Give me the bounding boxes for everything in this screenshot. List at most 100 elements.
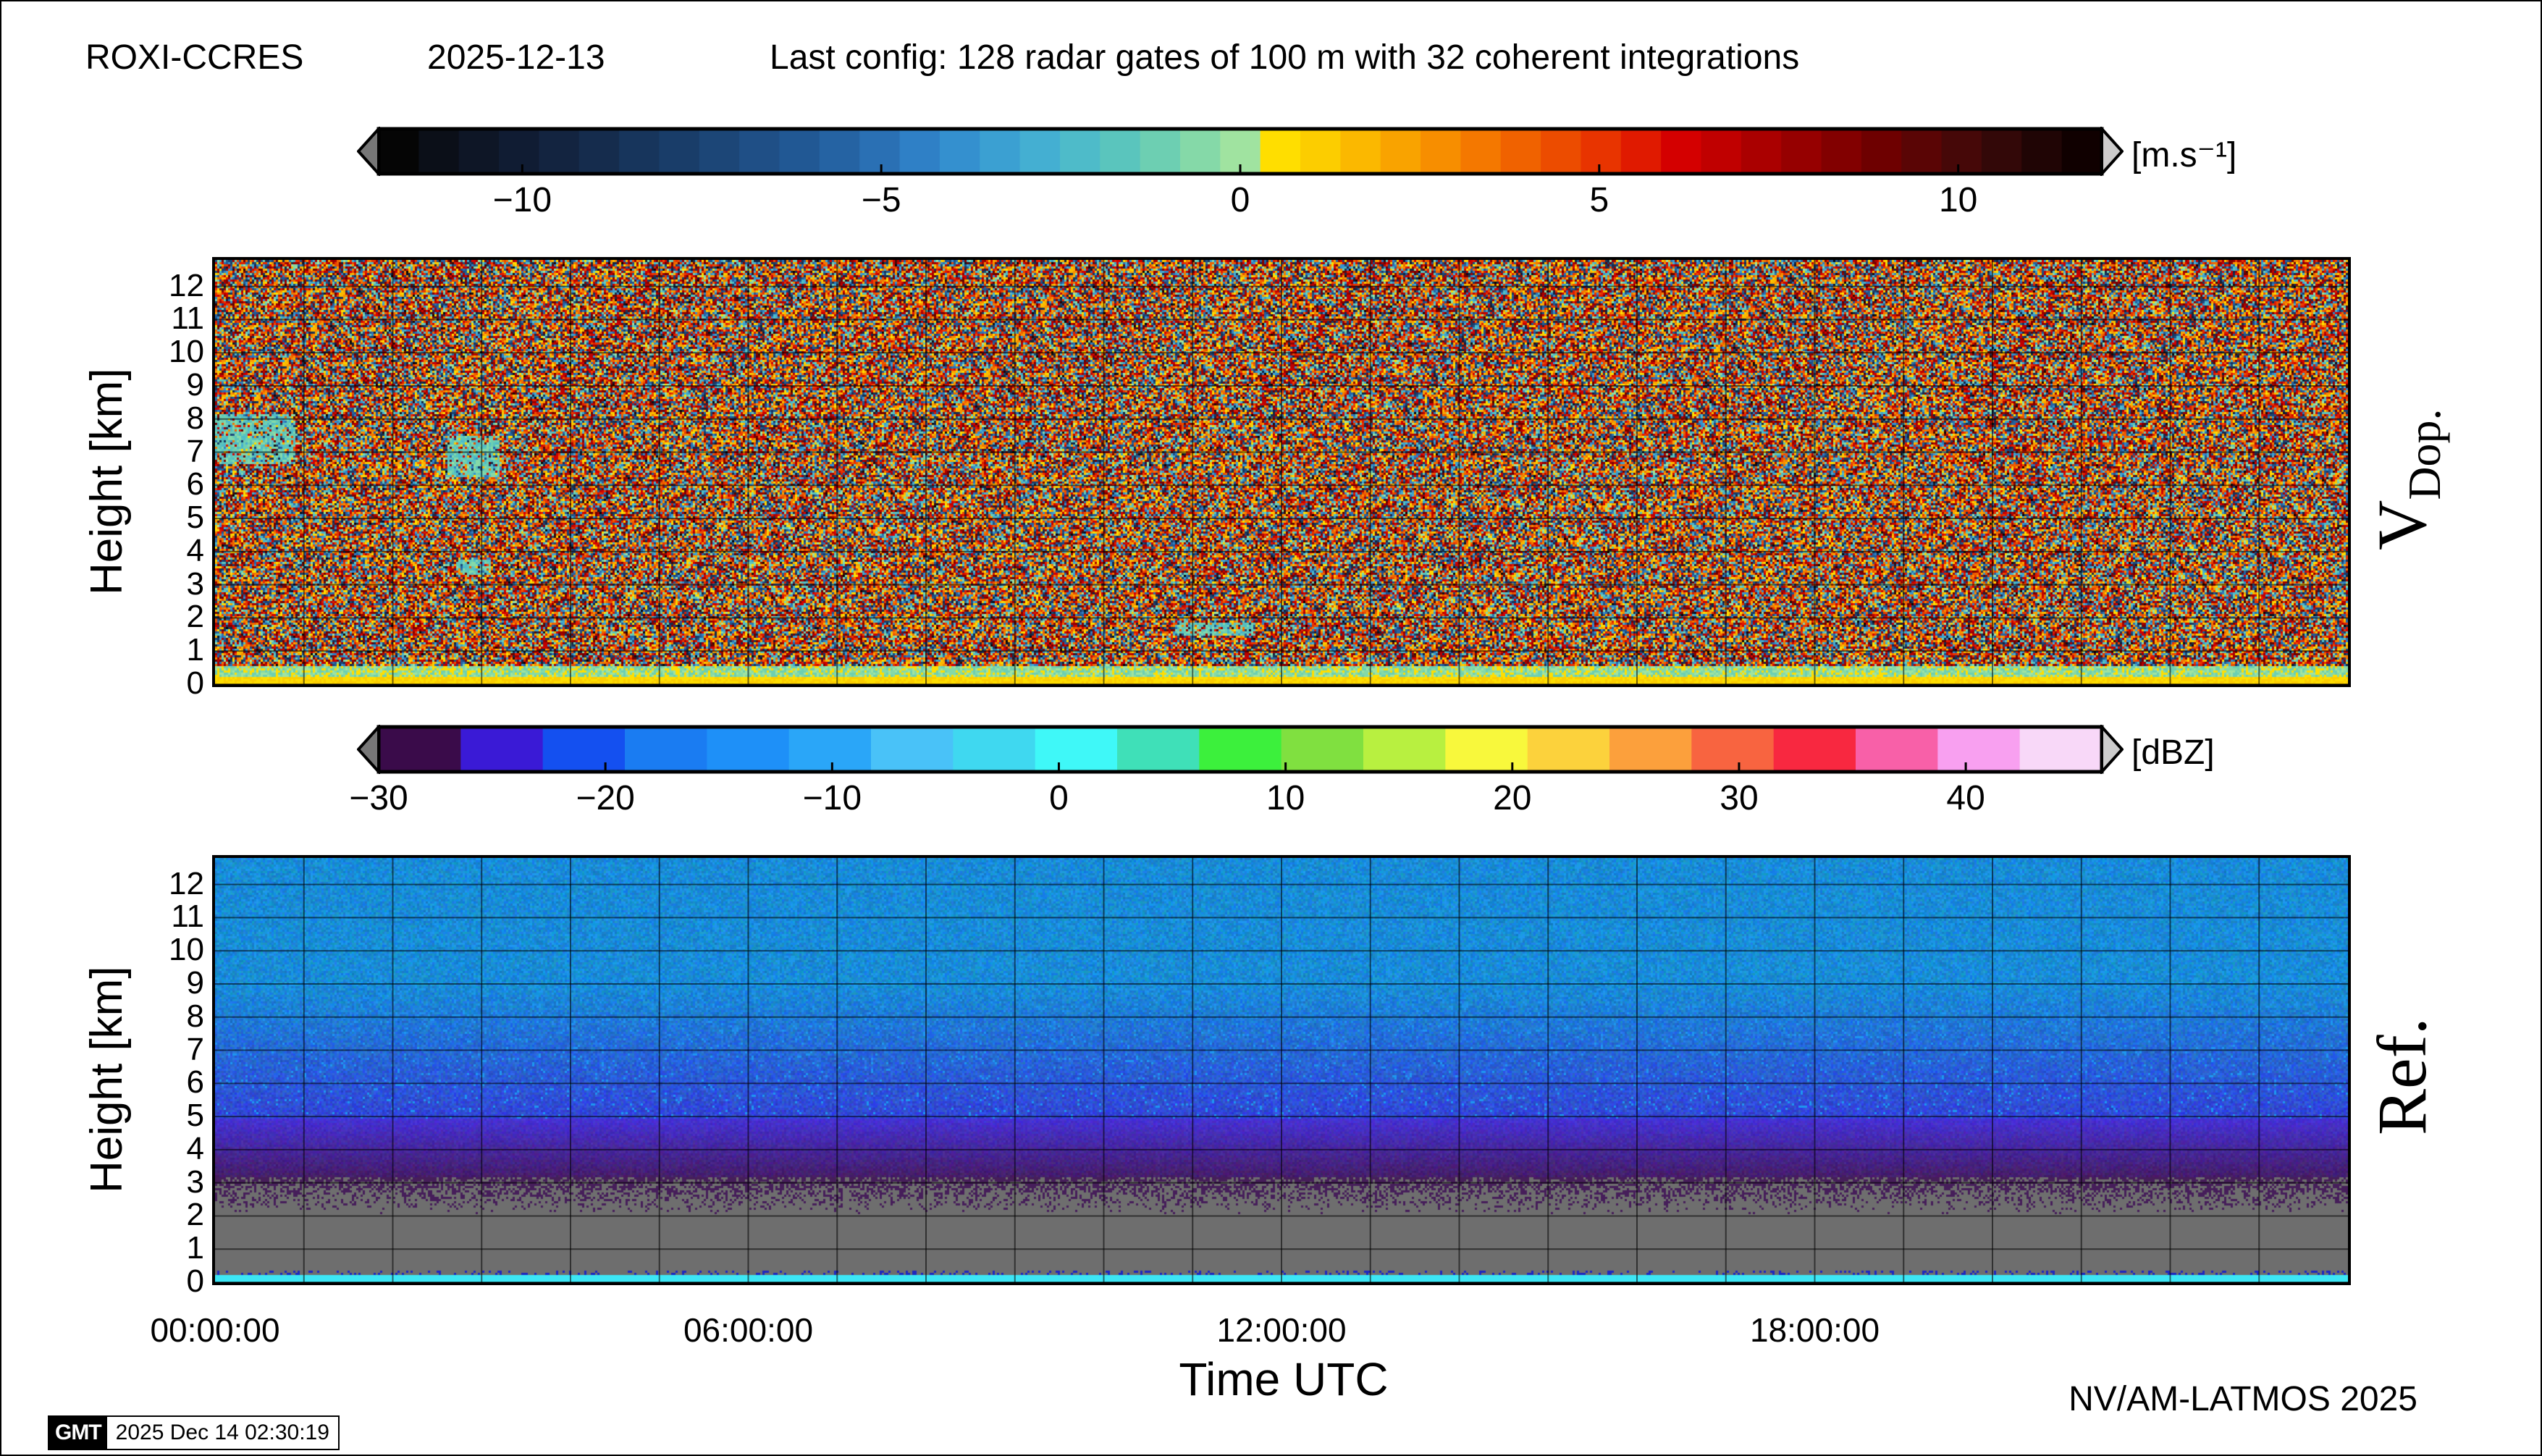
y-tick-label: 7 — [186, 1031, 204, 1067]
colorbar-swatch — [2061, 130, 2103, 173]
y-tick-label: 11 — [171, 300, 204, 337]
colorbar-tick-label: 40 — [1946, 779, 1985, 817]
y-tick-label: 2 — [186, 1197, 204, 1233]
colorbar-swatch — [1541, 130, 1582, 173]
doppler-grid — [215, 260, 2348, 684]
colorbar-swatch — [739, 130, 780, 173]
y-tick-label: 2 — [186, 599, 204, 635]
colorbar-tick-label: 20 — [1493, 779, 1532, 817]
colorbar-swatch — [1527, 728, 1610, 771]
colorbar-swatch — [1620, 130, 1662, 173]
colorbar-swatch — [1363, 728, 1446, 771]
colorbar-swatch — [1821, 130, 1862, 173]
x-tick-label: 06:00:00 — [683, 1311, 814, 1349]
reflectivity-grid — [215, 858, 2348, 1282]
colorbar-swatch — [1661, 130, 1702, 173]
colorbar-swatch — [625, 728, 707, 771]
colorbar-swatch — [1199, 728, 1282, 771]
reflectivity-plot — [212, 855, 2351, 1285]
colorbar-swatch — [1059, 130, 1100, 173]
colorbar-tick-label: −10 — [802, 779, 862, 817]
y-tick-label: 9 — [186, 366, 204, 403]
y-tick-label: 4 — [186, 1130, 204, 1166]
colorbar-tick-label: −20 — [576, 779, 635, 817]
colorbar-swatch — [699, 130, 740, 173]
colorbar-underflow-triangle — [356, 723, 380, 776]
colorbar-swatch — [1421, 130, 1462, 173]
y-tick-label: 5 — [186, 500, 204, 536]
colorbar-tick-label: 0 — [1230, 181, 1250, 219]
x-axis-label: Time UTC — [1179, 1353, 1389, 1405]
colorbar-swatch — [1941, 130, 1982, 173]
reflectivity-colorbar — [356, 723, 2124, 776]
y-tick-label: 12 — [169, 865, 204, 901]
colorbar-tick-label: 10 — [1266, 779, 1305, 817]
colorbar-swatch — [619, 130, 660, 173]
colorbar-swatch — [1691, 728, 1775, 771]
y-tick-label: 3 — [186, 565, 204, 602]
colorbar-tick-label: 30 — [1720, 779, 1759, 817]
colorbar-tick-label: −10 — [492, 181, 552, 219]
colorbar-swatch — [871, 728, 954, 771]
colorbar-swatch — [1140, 130, 1181, 173]
colorbar-swatch — [953, 728, 1036, 771]
doppler-colorbar-bar — [356, 125, 2124, 178]
y-tick-label: 12 — [169, 267, 204, 303]
colorbar-tick-label: −30 — [349, 779, 408, 817]
colorbar-swatch — [458, 130, 500, 173]
y-tick-label: 7 — [186, 433, 204, 469]
doppler-y-axis-label: Height [km] — [82, 368, 132, 595]
x-tick-label: 00:00:00 — [150, 1311, 280, 1349]
colorbar-tick-label: 10 — [1938, 181, 1978, 219]
y-tick-label: 1 — [186, 1230, 204, 1266]
colorbar-swatch — [1100, 130, 1141, 173]
doppler-panel-label: VDop. — [2362, 408, 2450, 550]
reflectivity-colorbar-unit: [dBZ] — [2131, 733, 2215, 772]
colorbar-swatch — [418, 130, 460, 173]
colorbar-swatch — [1901, 130, 1943, 173]
colorbar-swatch — [2021, 130, 2063, 173]
colorbar-swatch — [1445, 728, 1528, 771]
colorbar-swatch — [499, 130, 539, 173]
colorbar-swatch — [1117, 728, 1200, 771]
y-tick-label: 0 — [186, 665, 204, 701]
y-tick-label: 4 — [186, 532, 204, 568]
y-tick-label: 0 — [186, 1263, 204, 1299]
doppler-colorbar — [356, 125, 2124, 178]
y-tick-label: 3 — [186, 1163, 204, 1200]
date-label: 2025-12-13 — [427, 38, 605, 77]
doppler-velocity-plot — [212, 257, 2351, 687]
colorbar-swatch — [1300, 130, 1341, 173]
gmt-timestamp: 2025 Dec 14 02:30:19 — [106, 1417, 338, 1449]
colorbar-swatch — [2019, 728, 2103, 771]
y-tick-label: 8 — [186, 400, 204, 436]
credit-label: NV/AM-LATMOS 2025 — [2068, 1380, 2417, 1418]
colorbar-swatch — [1019, 130, 1061, 173]
colorbar-swatch — [1460, 130, 1502, 173]
colorbar-swatch — [819, 130, 860, 173]
colorbar-swatch — [539, 130, 580, 173]
doppler-label-sub: Dop. — [2399, 408, 2450, 500]
colorbar-overflow-triangle — [2100, 125, 2124, 178]
colorbar-swatch — [1380, 130, 1421, 173]
y-tick-label: 9 — [186, 964, 204, 1001]
colorbar-swatch — [1937, 728, 2021, 771]
y-tick-label: 1 — [186, 632, 204, 668]
colorbar-swatch — [542, 728, 626, 771]
station-label: ROXI-CCRES — [85, 38, 304, 77]
x-tick-label: 12:00:00 — [1216, 1311, 1347, 1349]
colorbar-swatch — [1609, 728, 1692, 771]
colorbar-swatch — [1981, 130, 2022, 173]
colorbar-swatch — [788, 728, 872, 771]
y-tick-label: 10 — [169, 932, 204, 968]
colorbar-swatch — [980, 130, 1021, 173]
colorbar-tick-label: 5 — [1589, 181, 1609, 219]
config-label: Last config: 128 radar gates of 100 m wi… — [770, 38, 1800, 77]
colorbar-swatch — [1701, 130, 1742, 173]
doppler-label-main: V — [2363, 500, 2441, 550]
colorbar-tick-label: −5 — [861, 181, 901, 219]
reflectivity-colorbar-bar — [356, 723, 2124, 776]
colorbar-swatch — [939, 130, 980, 173]
gmt-timestamp-stamp: GMT 2025 Dec 14 02:30:19 — [48, 1415, 340, 1450]
